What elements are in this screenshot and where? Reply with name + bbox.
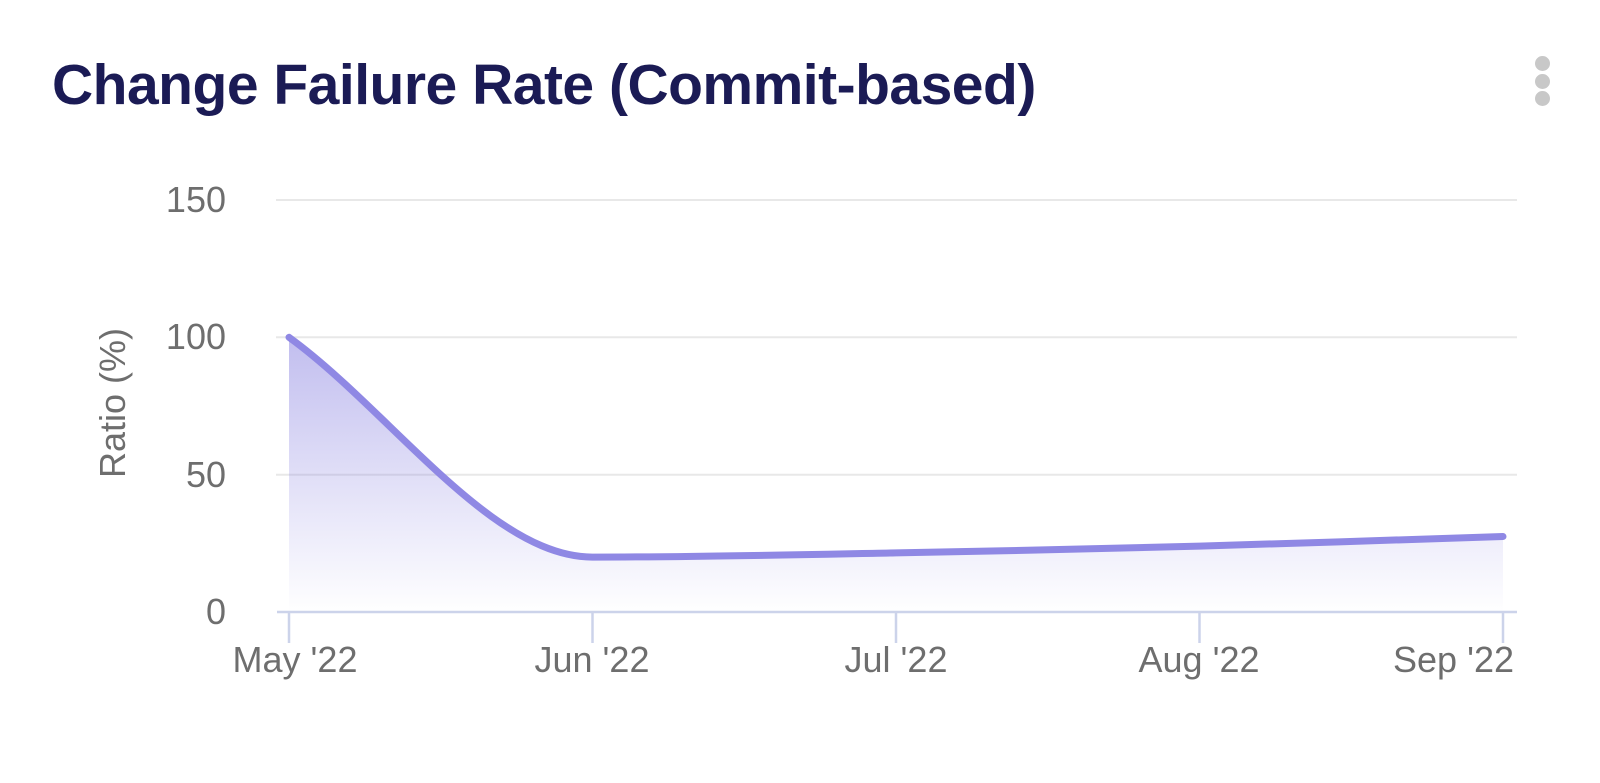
kebab-menu-icon: [1535, 73, 1550, 89]
x-axis-label-jul: Jul '22: [844, 639, 948, 680]
x-axis-ticks: [287, 612, 1505, 643]
gridlines: [276, 199, 1517, 476]
kebab-menu-icon: [1535, 91, 1550, 106]
y-axis-label-0: 0: [205, 591, 226, 632]
kebab-menu-button[interactable]: [1535, 56, 1550, 106]
x-axis-label-jun: Jun '22: [534, 639, 650, 680]
y-axis-label-50: 50: [185, 454, 226, 495]
y-axis-label-100: 100: [165, 316, 226, 357]
page-title: Change Failure Rate (Commit-based): [52, 53, 1036, 117]
y-axis-label-150: 150: [165, 179, 226, 220]
x-axis-label-may: May '22: [232, 639, 358, 680]
kebab-menu-icon: [1535, 56, 1550, 71]
y-axis-title: Ratio (%): [92, 327, 133, 479]
x-axis-label-sep: Sep '22: [1393, 639, 1514, 680]
series-line: [285, 333, 1507, 561]
x-axis-label-aug: Aug '22: [1138, 639, 1260, 680]
